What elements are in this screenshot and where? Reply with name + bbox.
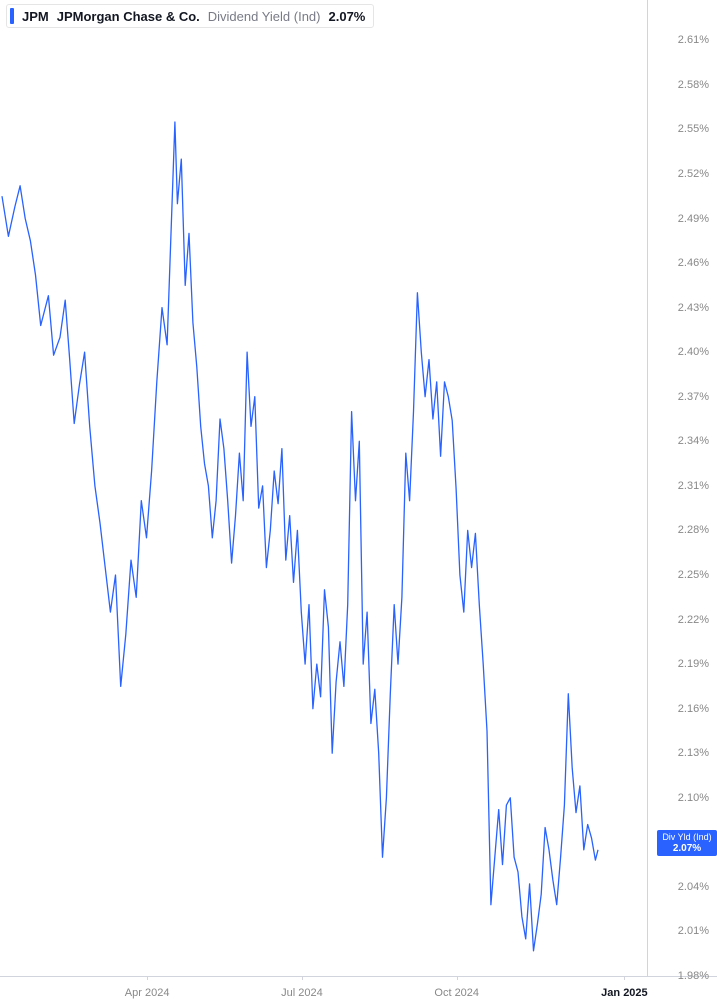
series-line <box>0 0 717 1005</box>
ticker-symbol: JPM <box>22 9 49 24</box>
current-value-flag: Div Yld (Ind)2.07% <box>657 830 717 856</box>
legend-color-bar <box>10 8 14 24</box>
flag-value: 2.07% <box>661 843 713 855</box>
metric-value: 2.07% <box>329 9 366 24</box>
company-name: JPMorgan Chase & Co. <box>57 9 200 24</box>
chart-legend[interactable]: JPM JPMorgan Chase & Co. Dividend Yield … <box>6 4 374 28</box>
metric-label: Dividend Yield (Ind) <box>208 9 321 24</box>
plot-area[interactable]: 2.61%2.58%2.55%2.52%2.49%2.46%2.43%2.40%… <box>0 0 717 1005</box>
flag-label: Div Yld (Ind) <box>661 832 713 842</box>
chart-root: JPM JPMorgan Chase & Co. Dividend Yield … <box>0 0 717 1005</box>
